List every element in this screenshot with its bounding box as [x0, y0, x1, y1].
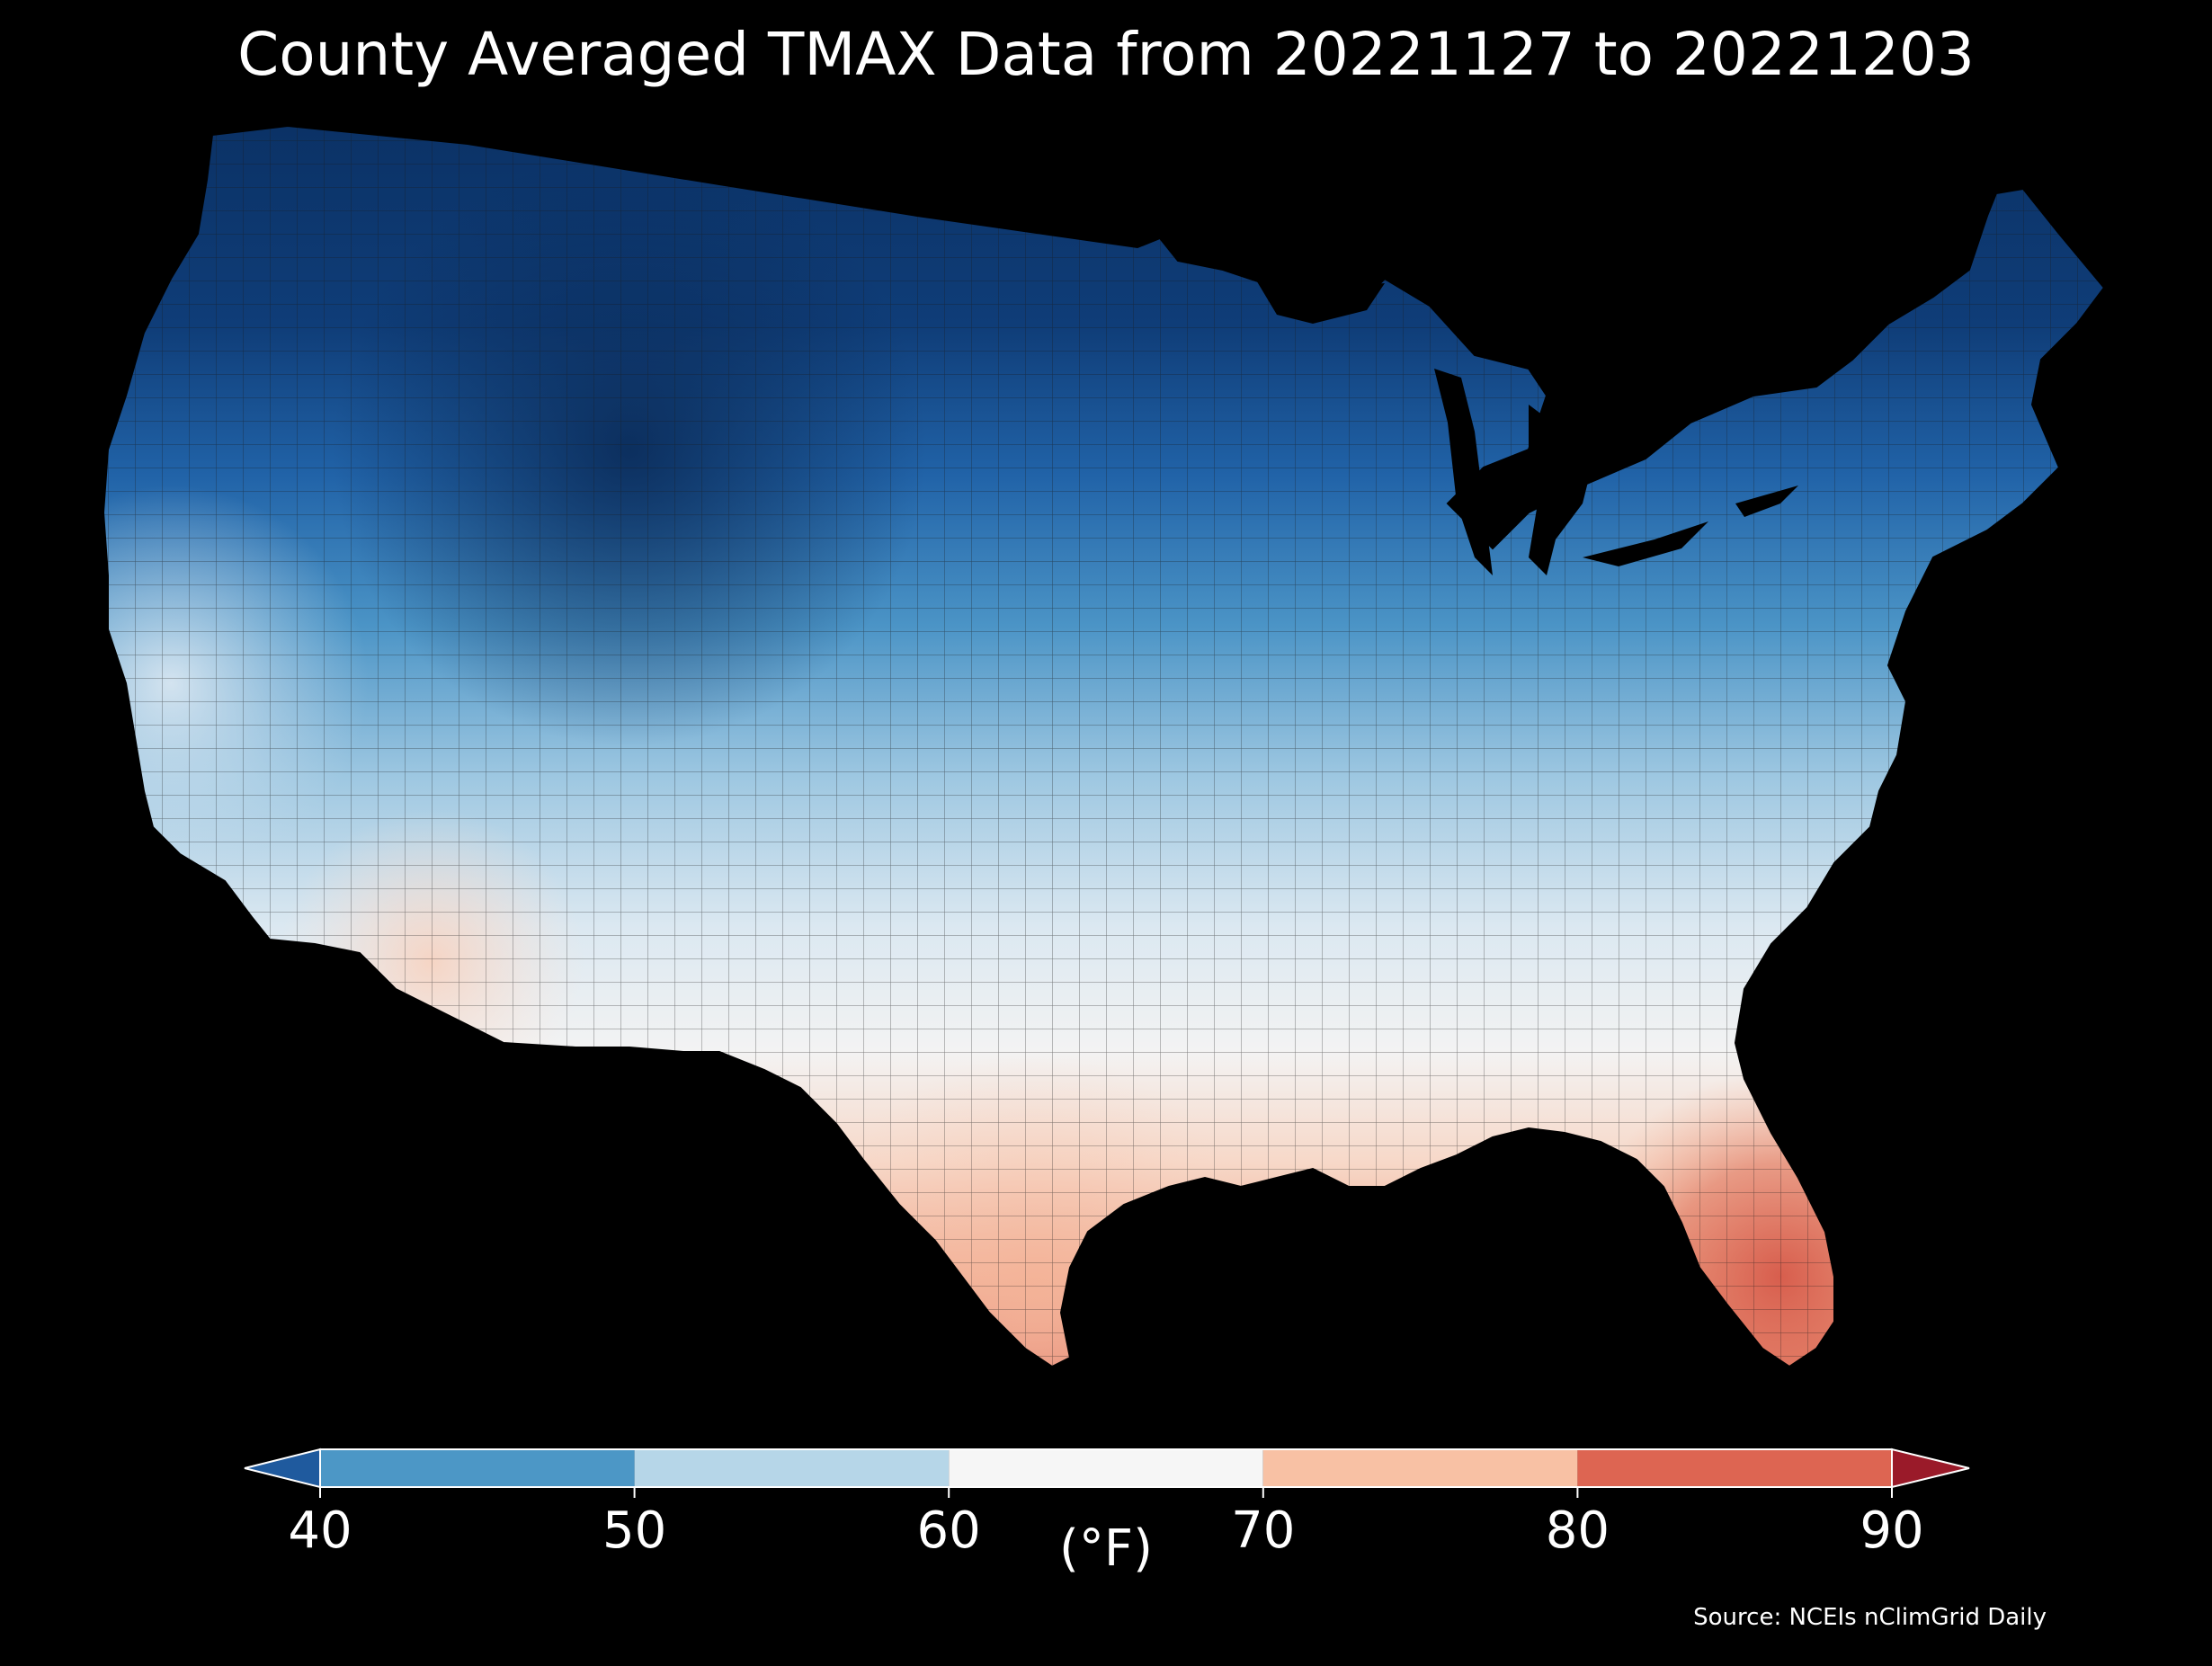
colorbar-tick-label: 60	[916, 1501, 981, 1560]
colorbar-under-arrow	[244, 1448, 321, 1489]
source-credit: Source: NCEIs nClimGrid Daily	[1693, 1604, 2047, 1631]
colorbar-bin-60-70	[949, 1449, 1263, 1487]
colorbar-frame	[319, 1448, 1893, 1488]
colorbar-tick-label: 50	[602, 1501, 667, 1560]
colorbar-over-arrow	[1891, 1448, 1970, 1489]
colorbar-tick-label: 80	[1545, 1501, 1610, 1560]
colorbar-bin-50-60	[634, 1449, 950, 1487]
great-lakes	[1250, 270, 1798, 575]
colorbar-tick-label: 90	[1860, 1501, 1924, 1560]
colorbar-bin-40-50	[320, 1449, 635, 1487]
map-title: County Averaged TMAX Data from 20221127 …	[237, 20, 1975, 89]
colorbar-tick-label: 70	[1231, 1501, 1296, 1560]
colorbar-bin-70-80	[1262, 1449, 1578, 1487]
colorbar-tick-label: 40	[288, 1501, 352, 1560]
colorbar-unit-label: (°F)	[1059, 1519, 1153, 1578]
colorbar-bin-80-90	[1577, 1449, 1892, 1487]
